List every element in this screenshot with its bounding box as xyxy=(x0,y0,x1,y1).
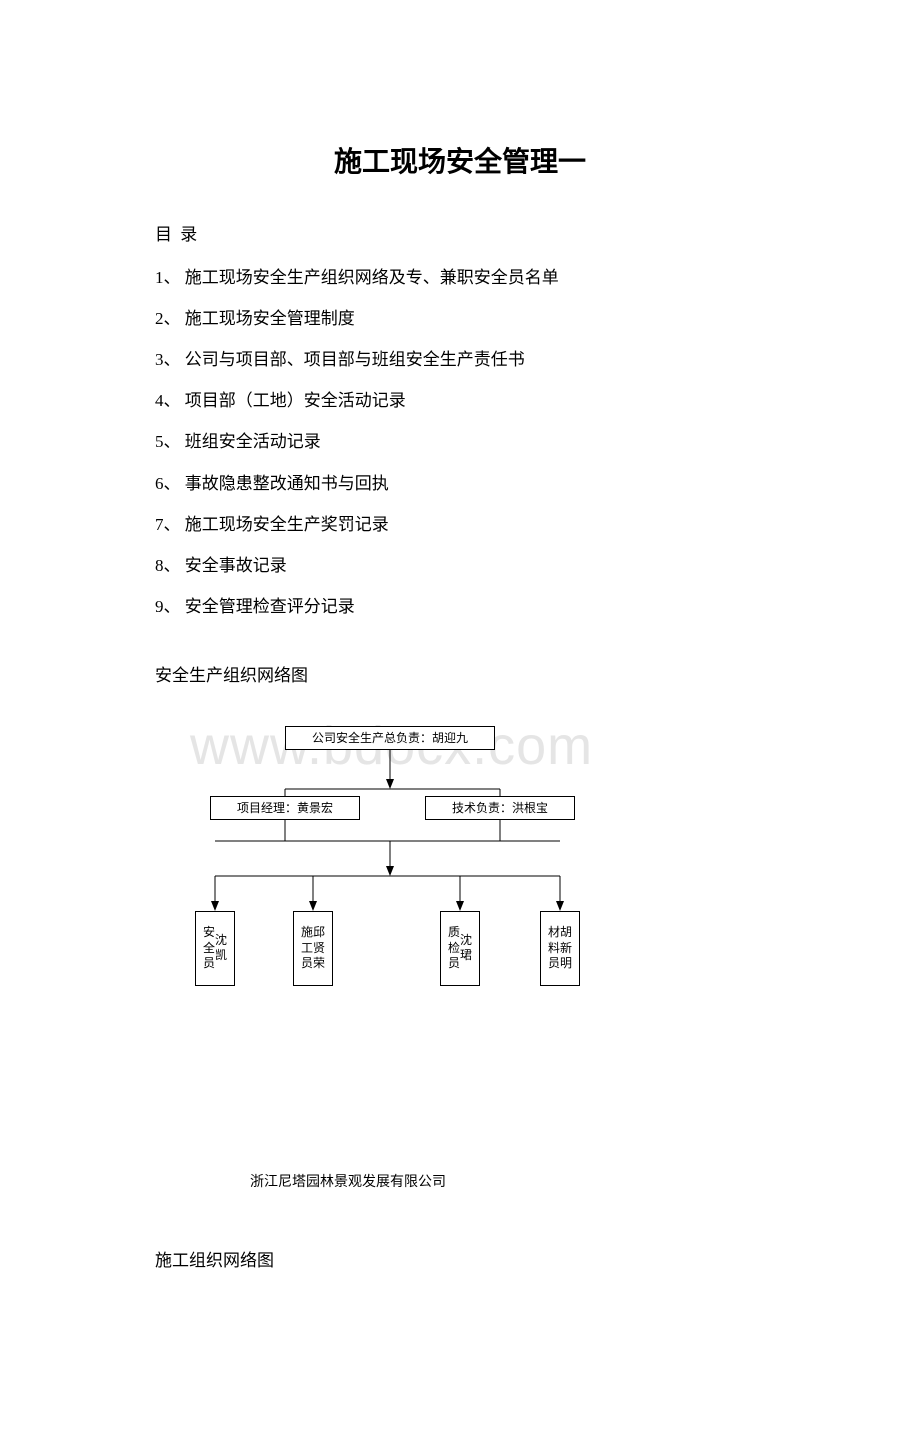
table-of-contents: 目 录 1、 施工现场安全生产组织网络及专、兼职安全员名单 2、 施工现场安全管… xyxy=(155,215,920,626)
toc-item: 5、 班组安全活动记录 xyxy=(155,422,920,461)
org-chart: 公司安全生产总负责：胡迎九 项目经理：黄景宏 技术负责：洪根宝 安全员沈凯 施工… xyxy=(155,701,755,1031)
toc-item: 7、 施工现场安全生产奖罚记录 xyxy=(155,505,920,544)
page-title: 施工现场安全管理一 xyxy=(0,140,920,180)
toc-item: 3、 公司与项目部、项目部与班组安全生产责任书 xyxy=(155,340,920,379)
node-company-head: 公司安全生产总负责：胡迎九 xyxy=(285,726,495,750)
footer-section-title: 施工组织网络图 xyxy=(155,1246,920,1271)
toc-item: 2、 施工现场安全管理制度 xyxy=(155,299,920,338)
toc-item: 6、 事故隐患整改通知书与回执 xyxy=(155,464,920,503)
toc-item: 8、 安全事故记录 xyxy=(155,546,920,585)
toc-item: 9、 安全管理检查评分记录 xyxy=(155,587,920,626)
node-tech-lead: 技术负责：洪根宝 xyxy=(425,796,575,820)
company-name: 浙江尼塔园林景观发展有限公司 xyxy=(250,1171,920,1191)
node-quality-officer: 质检员沈珺 xyxy=(440,911,480,986)
node-construction-officer: 施工员邱贤荣 xyxy=(293,911,333,986)
node-project-manager: 项目经理：黄景宏 xyxy=(210,796,360,820)
toc-header: 目 录 xyxy=(155,215,920,254)
toc-item: 4、 项目部（工地）安全活动记录 xyxy=(155,381,920,420)
node-safety-officer: 安全员沈凯 xyxy=(195,911,235,986)
section-title-orgchart: 安全生产组织网络图 xyxy=(155,661,920,686)
node-material-officer: 材料员胡新明 xyxy=(540,911,580,986)
toc-item: 1、 施工现场安全生产组织网络及专、兼职安全员名单 xyxy=(155,258,920,297)
